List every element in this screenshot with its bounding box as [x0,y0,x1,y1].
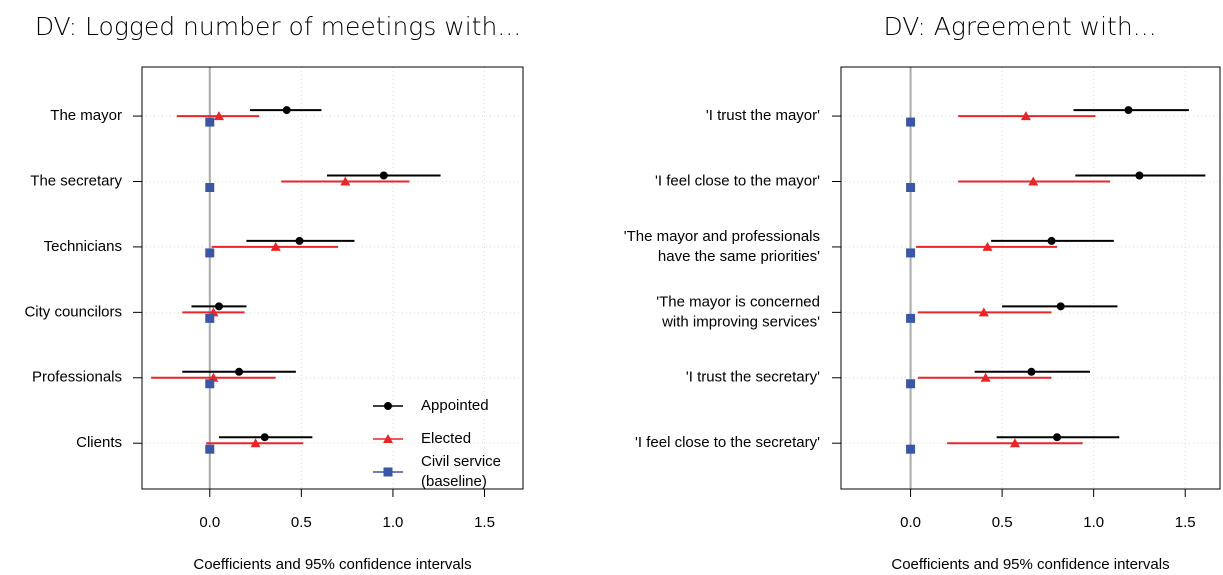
x-tick-label: 1.5 [474,514,495,531]
y-tick-label: The secretary [30,172,122,189]
x-tick-label: 0.5 [992,514,1013,531]
point [383,434,393,443]
point [906,117,916,127]
x-tick-label: 0.0 [199,514,220,531]
point [1056,302,1065,311]
point [1009,438,1020,448]
y-tick-label: 'The mayor and professionals have the sam… [624,228,820,265]
x-tick-label: 0.0 [900,514,921,531]
legend-label: Appointed [421,397,489,414]
x-axis-label: Coefficients and 95% confidence interval… [891,556,1169,573]
point [1124,106,1133,115]
point [250,438,261,448]
x-tick-label: 1.0 [383,514,404,531]
point [384,402,392,410]
point [906,444,916,454]
point [205,117,215,127]
point [205,444,215,454]
point [1020,111,1031,121]
point [282,106,291,115]
point [978,307,989,317]
point [906,182,916,192]
y-tick-label: Professionals [32,369,122,386]
point [906,379,916,389]
point [982,241,993,251]
legend-label: Elected [421,430,471,447]
y-tick-label: 'I trust the secretary' [686,369,820,386]
x-axis-label: Coefficients and 95% confidence interval… [193,556,471,573]
y-tick-label: The mayor [50,107,122,124]
point [270,241,281,251]
y-tick-label: Clients [76,434,122,451]
x-tick-label: 0.5 [291,514,312,531]
point [383,467,393,477]
point [205,182,215,192]
x-tick-label: 1.5 [1175,514,1196,531]
point [235,367,244,376]
y-tick-label: City councilors [24,303,122,320]
point [295,236,304,245]
point [1028,176,1039,186]
point [980,372,991,382]
point [1053,433,1062,442]
x-tick-label: 1.0 [1083,514,1104,531]
y-tick-label: 'The mayor is concerned with improving se… [656,293,820,330]
point [205,379,215,389]
y-tick-label: Technicians [44,238,122,255]
y-tick-label: 'I feel close to the mayor' [655,172,820,189]
y-tick-label: 'I trust the mayor' [706,107,820,124]
point [379,171,388,180]
point [205,313,215,323]
point [214,302,223,311]
plot-frame [141,66,524,490]
point [1135,171,1144,180]
point [1047,236,1056,245]
chart-title: DV: Logged number of meetings with... [35,12,521,41]
point [213,111,224,121]
y-tick-label: 'I feel close to the secretary' [635,434,820,451]
point [1027,367,1036,376]
chart-title: DV: Agreement with... [883,12,1156,41]
legend-label: Civil service (baseline) [421,453,501,490]
point [340,176,351,186]
point [205,248,215,258]
point [906,248,916,258]
point [260,433,269,442]
point [906,313,916,323]
plot-frame [840,66,1221,490]
